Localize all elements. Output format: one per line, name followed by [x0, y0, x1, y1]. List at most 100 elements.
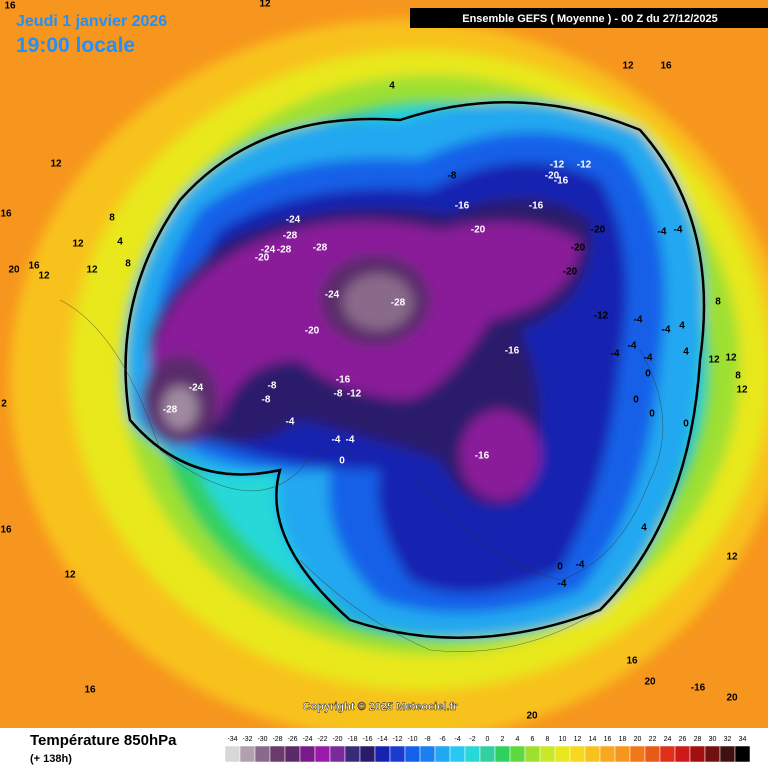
contour-label: -4	[346, 435, 355, 446]
contour-label: 20	[644, 677, 656, 688]
scale-swatch	[419, 745, 436, 763]
contour-label: -16	[529, 201, 544, 212]
scale-swatch	[479, 745, 496, 763]
contour-label: -8	[268, 381, 277, 392]
scale-swatch	[674, 745, 691, 763]
contour-label: -16	[505, 346, 520, 357]
scale-label: -14	[377, 736, 387, 743]
contour-label: 12	[736, 385, 748, 396]
contour-label: 0	[339, 456, 345, 467]
scale-swatch	[284, 745, 301, 763]
contour-label: -12	[347, 389, 362, 400]
date-label: Jeudi 1 janvier 2026	[16, 13, 167, 30]
contour-label: 8	[735, 371, 741, 382]
scale-swatch	[449, 745, 466, 763]
contour-label: -4	[628, 341, 637, 352]
contour-label: -24	[325, 290, 340, 301]
contour-label: -8	[262, 395, 271, 406]
contour-label: -4	[611, 349, 620, 360]
scale-label: -16	[362, 736, 372, 743]
scale-label: 0	[486, 736, 490, 743]
contour-label: 0	[645, 369, 651, 380]
contour-label: -28	[163, 405, 178, 416]
model-box	[410, 8, 768, 28]
color-scale: -34 -32 -30 -28 -26 -24 -22 -20 -18 -16 -14 -12 -10-…	[224, 736, 751, 763]
scale-swatch	[734, 745, 751, 763]
contour-label: 20	[526, 711, 538, 722]
contour-label: 12	[725, 353, 737, 364]
coastlines	[59, 299, 664, 652]
contour-label: -4	[576, 560, 585, 571]
contour-label: -20	[591, 225, 606, 236]
scale-label: 22	[649, 736, 657, 743]
scale-swatch	[434, 745, 451, 763]
scale-label: -34	[227, 736, 237, 743]
scale-swatch	[554, 745, 571, 763]
contour-label: -16	[554, 176, 569, 187]
scale-swatch	[404, 745, 421, 763]
scale-label: -22	[317, 736, 327, 743]
contour-label: 4	[117, 237, 123, 248]
scale-label: 18	[619, 736, 627, 743]
contour-label: 4	[679, 321, 685, 332]
contour-label: -12	[550, 160, 565, 171]
scale-label: 6	[531, 736, 535, 743]
scale-swatch	[254, 745, 271, 763]
model-label: Ensemble GEFS ( Moyenne ) - 00 Z du 27/1…	[462, 13, 718, 25]
contour-label: -28	[391, 298, 406, 309]
scale-label: 4	[516, 736, 520, 743]
contour-label: -4	[332, 435, 341, 446]
contour-label: 4	[683, 347, 689, 358]
contour-label: -20	[563, 267, 578, 278]
contour-label: 12	[38, 271, 50, 282]
contour-label: -24	[286, 215, 301, 226]
contour-label: -16	[475, 451, 490, 462]
contour-label: -4	[674, 225, 683, 236]
scale-label: 16	[604, 736, 612, 743]
contour-label: -20	[305, 326, 320, 337]
scale-swatch	[524, 745, 541, 763]
scale-label: -12	[392, 736, 402, 743]
contour-label: 16	[660, 61, 672, 72]
scale-swatch	[389, 745, 406, 763]
scale-swatch	[569, 745, 586, 763]
contour-label: -16	[455, 201, 470, 212]
contour-label: -4	[644, 353, 653, 364]
contour-label: -16	[336, 375, 351, 386]
contour-label: 8	[715, 297, 721, 308]
contour-label: -24	[189, 383, 204, 394]
scale-swatch	[344, 745, 361, 763]
contour-label: 12	[64, 570, 76, 581]
scale-swatch	[494, 745, 511, 763]
scale-label: 28	[694, 736, 702, 743]
contour-label: 16	[0, 209, 12, 220]
contour-label: 12	[726, 552, 738, 563]
scale-swatch	[629, 745, 646, 763]
contour-label: -20	[255, 253, 270, 264]
contour-label: -4	[658, 227, 667, 238]
scale-swatch	[584, 745, 601, 763]
contour-label: -28	[313, 243, 328, 254]
contour-label: 16	[4, 1, 16, 12]
contour-label: -20	[545, 171, 560, 182]
scale-swatch	[239, 745, 256, 763]
scale-label: 20	[634, 736, 642, 743]
contour-label: 12	[708, 355, 720, 366]
contour-label: 0	[557, 562, 563, 573]
contour-label: 0	[633, 395, 639, 406]
footer-title: Température 850hPa	[30, 732, 177, 749]
contour-label: -12	[577, 160, 592, 171]
contour-label: 4	[641, 523, 647, 534]
contour-label: 12	[259, 0, 271, 10]
scale-swatch	[269, 745, 286, 763]
contour-label: 20	[8, 265, 20, 276]
scale-label: -10	[407, 736, 417, 743]
scale-label: -28	[272, 736, 282, 743]
contour-label: 8	[109, 213, 115, 224]
contour-label: -20	[571, 243, 586, 254]
contour-label: 0	[683, 419, 689, 430]
scale-label: 12	[574, 736, 582, 743]
